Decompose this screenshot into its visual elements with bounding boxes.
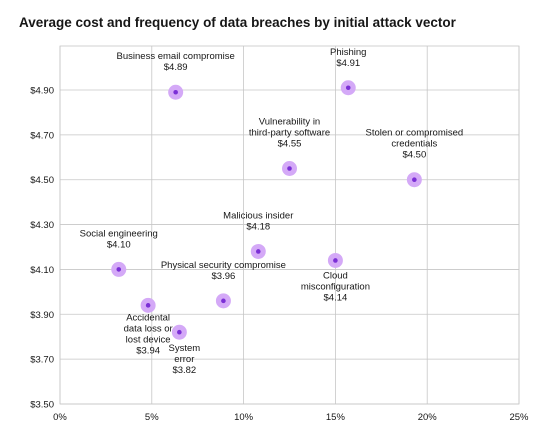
data-value-label: $4.10	[107, 239, 131, 250]
data-point-label: data loss or	[124, 323, 173, 334]
chart-title: Average cost and frequency of data breac…	[19, 15, 457, 30]
data-point-label: Cloud	[323, 270, 348, 281]
y-tick-label: $3.50	[30, 400, 54, 411]
data-point-label: Social engineering	[80, 228, 158, 239]
y-tick-label: $4.90	[30, 86, 54, 97]
point-layer	[111, 80, 422, 340]
data-value-label: $4.55	[278, 139, 302, 150]
data-value-label: $4.50	[402, 150, 426, 161]
data-value-label: $4.14	[324, 292, 348, 303]
point-center-stolen-or-compromised-credentials	[412, 177, 417, 183]
data-value-label: $4.89	[164, 62, 188, 73]
data-point-label: Stolen or compromised	[366, 128, 464, 139]
data-point-label: Business email compromise	[117, 51, 235, 62]
data-value-label: $3.96	[212, 271, 236, 282]
grid-layer	[59, 45, 520, 405]
data-value-label: $4.18	[246, 221, 270, 232]
x-tick-label: 10%	[234, 412, 254, 423]
x-tick-label: 20%	[418, 412, 438, 423]
y-tick-label: $4.30	[30, 220, 54, 231]
data-point-label: error	[174, 354, 194, 365]
data-value-label: $4.91	[336, 58, 360, 69]
y-tick-label: $4.10	[30, 265, 54, 276]
point-center-malicious-insider	[255, 249, 261, 254]
label-layer: Business email compromise$4.89Phishing$4…	[80, 47, 464, 376]
y-tick-label: $3.90	[30, 310, 54, 321]
data-point-label: Vulnerability in	[259, 117, 320, 128]
y-tick-label: $4.50	[30, 175, 54, 186]
data-point-label: System	[168, 343, 200, 354]
x-tick-label: 15%	[326, 412, 346, 423]
point-center-vulnerability-in-third-party-software	[287, 166, 292, 171]
data-point-label: Accidental	[126, 312, 170, 323]
plot-frame	[59, 45, 520, 405]
x-tick-label: 0%	[53, 412, 67, 423]
point-center-system-error	[177, 329, 182, 335]
point-center-phishing	[345, 85, 351, 91]
point-center-physical-security-compromise	[221, 298, 226, 304]
x-tick-label: 25%	[509, 412, 529, 423]
point-center-accidental-data-loss-or-lost-device	[145, 303, 151, 308]
data-point-label: Malicious insider	[223, 210, 293, 221]
axis-layer: 0% 5% 10% 15% 20% 25% $3.50 $3.70 $3.90 $4.10 $4.3…	[30, 86, 529, 424]
point-center-business-email-compromise	[173, 89, 178, 95]
point-center-cloud-misconfiguration	[333, 258, 338, 263]
data-point-label: misconfiguration	[301, 281, 370, 292]
data-point-label: lost device	[126, 334, 171, 345]
data-point-label: third-party software	[249, 128, 330, 139]
data-point-label: credentials	[391, 139, 437, 150]
x-tick-label: 5%	[145, 412, 159, 423]
data-value-label: $3.82	[172, 365, 196, 376]
data-value-label: $3.94	[136, 345, 160, 356]
data-point-label: Physical security compromise	[161, 260, 286, 271]
y-tick-label: $3.70	[30, 355, 54, 366]
y-tick-label: $4.70	[30, 130, 54, 141]
point-center-social-engineering	[116, 267, 122, 272]
data-point-label: Phishing	[330, 47, 366, 58]
